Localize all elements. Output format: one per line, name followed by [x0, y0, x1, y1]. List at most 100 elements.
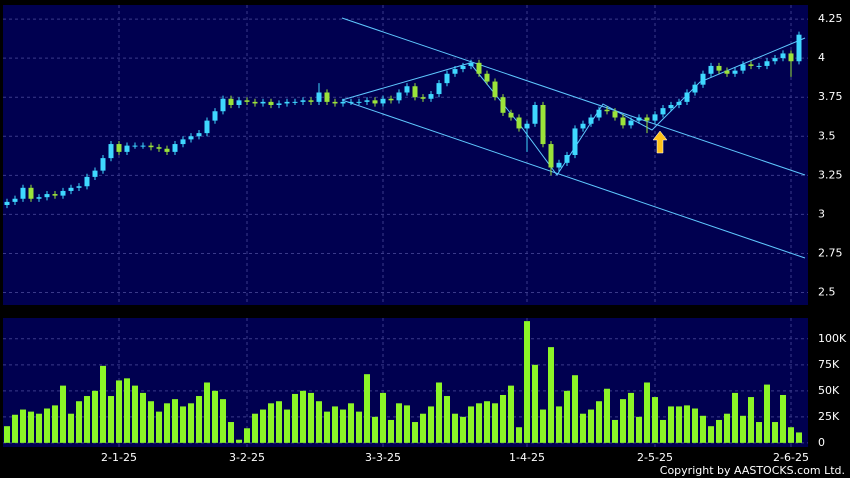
y-tick-label: 0 — [818, 436, 825, 449]
volume-bar — [780, 394, 786, 443]
y-tick-label: 4 — [818, 51, 825, 64]
candle-body — [92, 170, 98, 177]
volume-bar — [204, 382, 210, 443]
candle-body — [484, 73, 490, 82]
candle-body — [252, 101, 258, 104]
volume-bar — [620, 399, 626, 443]
volume-bar — [220, 399, 226, 443]
candle-body — [180, 139, 186, 145]
volume-bar — [572, 375, 578, 443]
candle-body — [492, 81, 498, 98]
volume-bar — [284, 409, 290, 443]
candle-body — [748, 64, 754, 66]
candle-body — [644, 117, 650, 121]
volume-bar — [524, 321, 530, 443]
volume-bar — [748, 397, 754, 443]
volume-bar — [28, 411, 34, 443]
volume-bar — [412, 422, 418, 443]
candle-body — [236, 100, 242, 105]
volume-bar — [180, 406, 186, 443]
volume-bar — [684, 405, 690, 443]
y-tick-label: 100K — [818, 332, 847, 345]
volume-bar — [716, 419, 722, 443]
volume-bar — [252, 413, 258, 443]
volume-bar — [404, 405, 410, 443]
volume-bar — [452, 413, 458, 443]
volume-bar — [628, 392, 634, 443]
candle-body — [676, 101, 682, 105]
candle-body — [460, 65, 466, 70]
candle-body — [756, 65, 762, 67]
candle-body — [452, 69, 458, 74]
volume-bar — [236, 439, 242, 443]
price-panel — [3, 5, 808, 305]
volume-bar — [156, 411, 162, 443]
candle-body — [404, 86, 410, 93]
candle-body — [212, 111, 218, 121]
volume-bar — [44, 408, 50, 443]
candle-body — [764, 61, 770, 66]
candle-body — [60, 190, 66, 196]
x-tick-label: 2-5-25 — [637, 451, 673, 464]
candle-body — [596, 109, 602, 118]
volume-bar — [564, 390, 570, 443]
candle-body — [52, 194, 58, 196]
volume-bar — [12, 414, 18, 443]
candle-body — [780, 53, 786, 59]
volume-bar — [276, 401, 282, 443]
candle-body — [76, 186, 82, 188]
y-tick-label: 50K — [818, 384, 840, 397]
volume-bar — [540, 409, 546, 443]
candle-body — [204, 120, 210, 134]
candle-body — [652, 114, 658, 121]
volume-bar — [356, 411, 362, 443]
candle-body — [380, 98, 386, 104]
volume-bar — [668, 406, 674, 443]
candle-body — [284, 101, 290, 104]
candle-body — [372, 100, 378, 104]
candle-body — [668, 105, 674, 109]
candle-body — [476, 62, 482, 74]
candle-body — [660, 108, 666, 115]
volume-bar — [724, 413, 730, 443]
volume-bar — [788, 427, 794, 443]
volume-bar — [596, 401, 602, 443]
volume-bar — [36, 413, 42, 443]
volume-bar — [148, 401, 154, 443]
volume-bar — [644, 382, 650, 443]
volume-bar — [52, 405, 58, 443]
volume-bar — [588, 409, 594, 443]
candle-body — [412, 86, 418, 98]
volume-bar — [124, 378, 130, 443]
candle-body — [724, 70, 730, 74]
volume-bar — [444, 396, 450, 443]
volume-bar — [308, 392, 314, 443]
volume-bar — [108, 396, 114, 443]
candle-body — [140, 145, 146, 147]
volume-bar — [740, 415, 746, 443]
candle-body — [444, 73, 450, 84]
volume-bar — [92, 390, 98, 443]
y-tick-label: 25K — [818, 410, 840, 423]
volume-bar — [508, 385, 514, 443]
candle-body — [148, 145, 154, 148]
candle-body — [276, 103, 282, 105]
volume-bar — [428, 406, 434, 443]
candle-body — [124, 145, 130, 152]
candle-body — [588, 117, 594, 124]
volume-bar — [164, 403, 170, 443]
candle-body — [36, 197, 42, 199]
candle-body — [364, 100, 370, 102]
candle-body — [188, 136, 194, 140]
y-tick-label: 3.25 — [818, 168, 843, 181]
x-tick-label: 1-4-25 — [509, 451, 545, 464]
candle-body — [332, 101, 338, 104]
volume-bar — [196, 396, 202, 443]
candle-body — [420, 97, 426, 99]
candle-body — [796, 34, 802, 62]
mark-layer — [4, 31, 802, 443]
volume-bar — [516, 427, 522, 443]
candle-body — [396, 92, 402, 101]
volume-bar — [556, 406, 562, 443]
